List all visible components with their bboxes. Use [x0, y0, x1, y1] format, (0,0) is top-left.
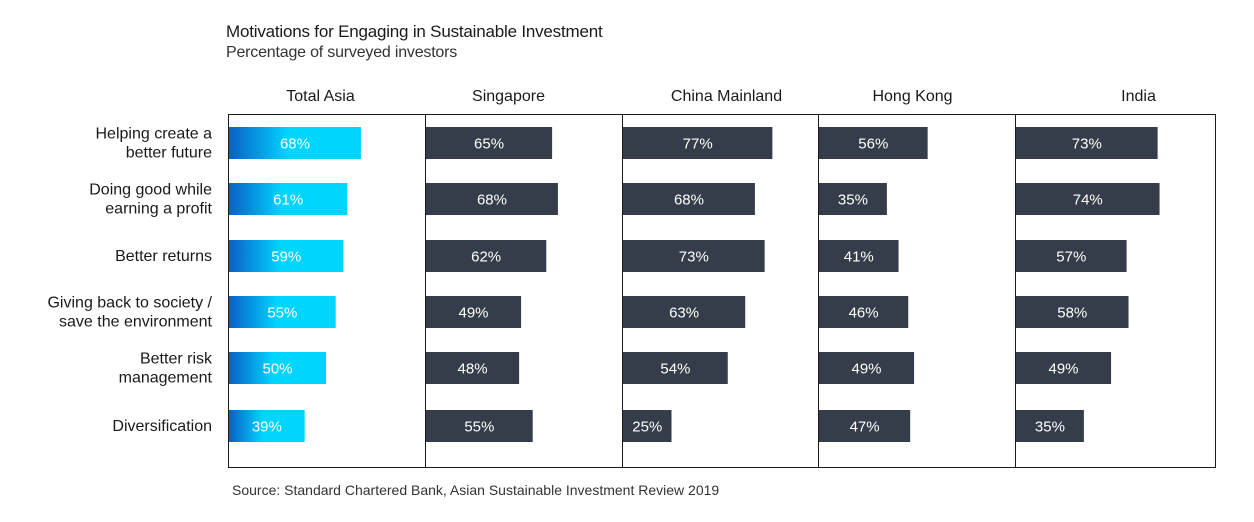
bar [229, 410, 305, 442]
bar [623, 127, 773, 159]
bar [229, 352, 326, 384]
bar-value-label: 62% [471, 249, 501, 266]
bar [819, 410, 911, 442]
bar [819, 183, 887, 215]
bar [623, 183, 755, 215]
bar [1016, 352, 1112, 384]
series-header: Total Asia [286, 88, 355, 105]
category-label: Doing good while earning a profit [89, 182, 212, 218]
bar-value-label: 68% [280, 136, 310, 153]
category-label: Better returns [115, 248, 212, 265]
bar [1016, 410, 1084, 442]
bar-value-label: 49% [852, 361, 882, 378]
bar [229, 127, 361, 159]
bar-value-label: 50% [262, 361, 292, 378]
category-label: Diversification [112, 418, 212, 435]
bar [1016, 240, 1127, 272]
bar [819, 352, 915, 384]
chart-subtitle: Percentage of surveyed investors [226, 44, 458, 61]
bar-value-label: 55% [464, 419, 494, 436]
bar [1016, 127, 1158, 159]
bar [426, 352, 520, 384]
bar-value-label: 59% [271, 249, 301, 266]
bar-value-label: 54% [660, 361, 690, 378]
bar [229, 296, 336, 328]
bar-value-label: 55% [267, 305, 297, 322]
bar-value-label: 39% [252, 419, 282, 436]
bar-value-label: 57% [1056, 249, 1086, 266]
bar [229, 183, 348, 215]
bar-value-label: 35% [1035, 419, 1065, 436]
bar [426, 410, 533, 442]
bar-value-label: 73% [1072, 136, 1102, 153]
bar [426, 183, 558, 215]
bar-value-label: 49% [459, 305, 489, 322]
bar-value-label: 68% [674, 192, 704, 209]
bar-value-label: 61% [273, 192, 303, 209]
bar [426, 127, 553, 159]
bar-value-label: 48% [458, 361, 488, 378]
bar [1016, 183, 1160, 215]
bar [623, 352, 728, 384]
bar-value-label: 65% [474, 136, 504, 153]
bar [623, 410, 672, 442]
bar [426, 240, 547, 272]
bar [426, 296, 522, 328]
bar-value-label: 35% [838, 192, 868, 209]
bar-value-label: 77% [683, 136, 713, 153]
bar [819, 127, 928, 159]
bar-value-label: 56% [858, 136, 888, 153]
bar-value-label: 46% [849, 305, 879, 322]
series-header: China Mainland [671, 88, 782, 105]
bar [1016, 296, 1129, 328]
chart-frame [228, 114, 1216, 468]
category-label: Helping create a better future [95, 126, 212, 162]
bar-value-label: 74% [1073, 192, 1103, 209]
bar [819, 240, 899, 272]
bar [819, 296, 909, 328]
bar-value-label: 25% [632, 419, 662, 436]
series-header: Hong Kong [872, 88, 952, 105]
bar [623, 296, 746, 328]
category-label: Giving back to society / save the environ… [47, 295, 212, 331]
bar-value-label: 49% [1049, 361, 1079, 378]
bar-value-label: 63% [669, 305, 699, 322]
bar-value-label: 41% [844, 249, 874, 266]
bar-value-label: 58% [1057, 305, 1087, 322]
bar-value-label: 73% [679, 249, 709, 266]
bar [623, 240, 765, 272]
bar-value-label: 47% [850, 419, 880, 436]
bar-value-label: 68% [477, 192, 507, 209]
bar [229, 240, 344, 272]
chart-title: Motivations for Engaging in Sustainable … [226, 22, 603, 41]
category-label: Better risk management [119, 351, 213, 387]
series-header: India [1121, 88, 1156, 105]
series-header: Singapore [472, 88, 545, 105]
source-note: Source: Standard Chartered Bank, Asian S… [232, 482, 720, 498]
